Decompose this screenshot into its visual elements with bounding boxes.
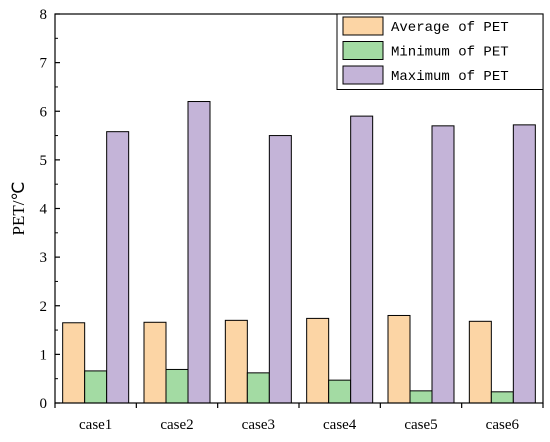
- bar-minimum-of-pet-case3: [246, 372, 270, 404]
- bar-maximum-of-pet-case1: [106, 131, 130, 404]
- legend-swatch-average-of-pet: [342, 16, 384, 36]
- y-tick-label: 0: [40, 396, 48, 412]
- y-axis-label: PET/℃: [9, 181, 28, 235]
- bar-maximum-of-pet-case5: [431, 125, 455, 404]
- y-tick-label: 8: [40, 7, 48, 23]
- bar-minimum-of-pet-case6: [490, 391, 514, 404]
- legend-swatch-minimum-of-pet: [342, 41, 384, 60]
- bar-average-of-pet-case2: [143, 321, 167, 404]
- bars-group: [62, 101, 536, 404]
- x-tick-label-case6: case6: [486, 417, 520, 433]
- bar-maximum-of-pet-case6: [512, 124, 536, 404]
- x-tick-label-case1: case1: [79, 417, 112, 433]
- legend-label: Maximum of PET: [391, 69, 509, 85]
- y-tick-label: 7: [40, 56, 48, 72]
- x-tick-label-case3: case3: [242, 417, 275, 433]
- bar-average-of-pet-case4: [306, 317, 330, 404]
- bar-average-of-pet-case3: [224, 319, 248, 404]
- legend-swatch-maximum-of-pet: [342, 65, 384, 85]
- bar-minimum-of-pet-case4: [328, 379, 352, 404]
- bar-average-of-pet-case1: [62, 322, 86, 404]
- bar-average-of-pet-case6: [468, 320, 492, 404]
- x-tick-label-case4: case4: [323, 417, 357, 433]
- legend-label: Minimum of PET: [391, 45, 509, 61]
- bar-average-of-pet-case5: [387, 314, 411, 404]
- axes-group: 0 1 2 3 4 5 6 7 8 case1 case2 case3 case4 case5 case6: [40, 7, 544, 433]
- x-tick-label-case5: case5: [404, 417, 437, 433]
- y-tick-label: 5: [40, 153, 48, 169]
- bar-minimum-of-pet-case5: [409, 390, 433, 404]
- y-tick-label: 4: [40, 202, 48, 218]
- bar-minimum-of-pet-case2: [165, 368, 189, 404]
- legend-label: Average of PET: [391, 20, 509, 36]
- bar-maximum-of-pet-case2: [187, 101, 211, 404]
- x-tick-label-case2: case2: [160, 417, 193, 433]
- y-tick-label: 1: [40, 347, 48, 363]
- y-tick-label: 3: [40, 250, 48, 266]
- y-tick-label: 6: [40, 104, 48, 120]
- bar-maximum-of-pet-case4: [350, 115, 374, 404]
- bar-minimum-of-pet-case1: [84, 370, 108, 404]
- legend: Average of PET Minimum of PET Maximum of P…: [336, 13, 544, 90]
- y-tick-label: 2: [40, 299, 48, 315]
- bar-maximum-of-pet-case3: [268, 135, 292, 404]
